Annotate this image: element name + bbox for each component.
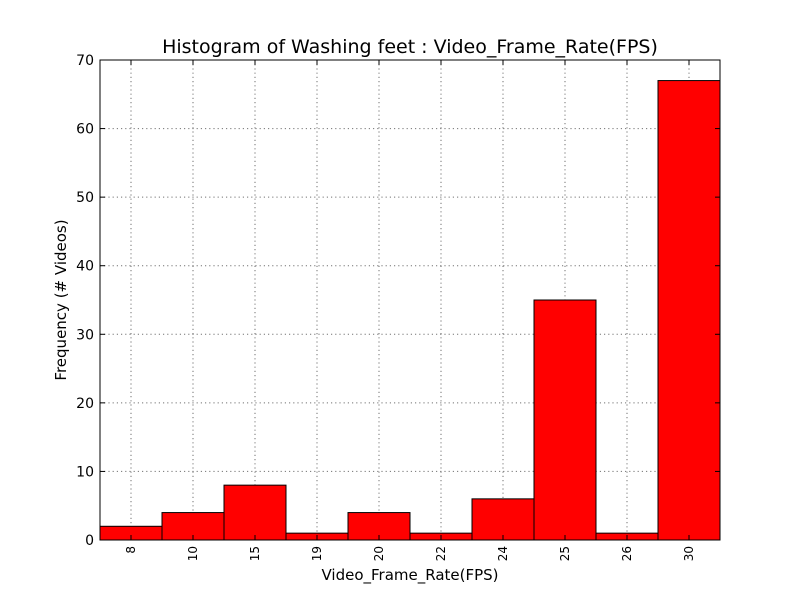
x-axis-label: Video_Frame_Rate(FPS) (321, 566, 498, 585)
y-tick-label: 20 (76, 396, 94, 412)
x-tick-label: 8 (124, 546, 138, 554)
y-tick-label: 50 (76, 190, 94, 206)
bar-24 (471, 498, 535, 541)
y-axis-label: Frequency (# Videos) (52, 219, 70, 380)
y-axis: 0 10 20 30 40 50 60 70 (76, 53, 720, 549)
x-tick-label: 10 (186, 546, 200, 561)
bar-30 (657, 80, 721, 541)
x-tick-label: 19 (310, 546, 324, 561)
x-tick-label: 24 (496, 546, 510, 561)
x-tick-label: 15 (248, 546, 262, 561)
chart-title: Histogram of Washing feet : Video_Frame_… (162, 36, 658, 58)
y-tick-label: 70 (76, 53, 94, 69)
x-tick-label: 22 (434, 546, 448, 561)
y-tick-label: 30 (76, 327, 94, 343)
y-tick-label: 0 (85, 533, 94, 549)
y-tick-label: 40 (76, 259, 94, 275)
plot-frame (99, 59, 721, 541)
x-tick-label: 25 (558, 546, 572, 561)
y-tick-label: 60 (76, 122, 94, 138)
y-tick-label: 10 (76, 464, 94, 480)
grid (100, 60, 720, 540)
x-axis: 8 10 15 19 20 22 24 25 26 30 (124, 60, 696, 561)
bar-25 (533, 299, 597, 541)
x-tick-label: 26 (620, 546, 634, 561)
bars (99, 80, 721, 541)
bar-15 (223, 484, 287, 541)
x-tick-label: 30 (682, 546, 696, 561)
x-tick-label: 20 (372, 546, 386, 561)
